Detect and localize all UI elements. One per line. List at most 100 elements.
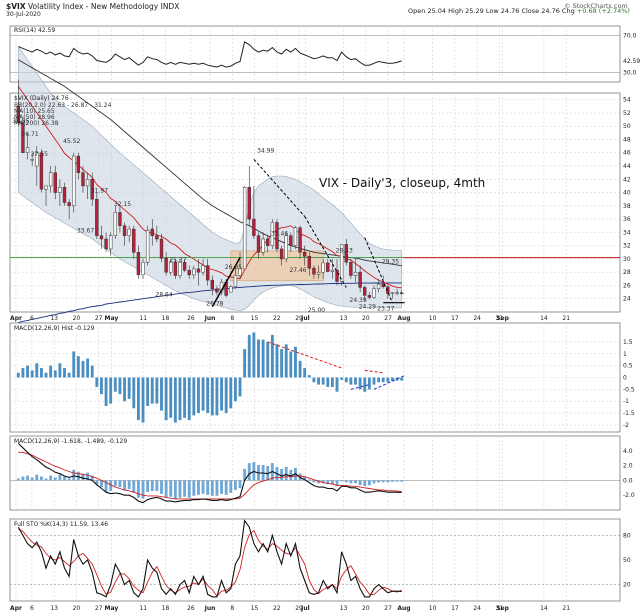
histogram-bar (321, 377, 325, 385)
histogram-bar (169, 377, 173, 418)
chart-date: 30-Jul-2020 (6, 11, 41, 18)
sto-x-label-19: 10 (429, 605, 437, 612)
macd-bar (183, 480, 187, 497)
candle (85, 179, 90, 187)
macd-hist-tick-4: -0.5 (623, 386, 635, 393)
x-label-0: Apr (10, 315, 22, 322)
macd-bar (100, 480, 103, 488)
macd-bar (26, 475, 29, 481)
macd-hist-tick-0: 1.5 (623, 339, 633, 346)
histogram-bar (354, 377, 357, 385)
macd-hist-tick-1: 1 (623, 351, 627, 358)
macd-bar (215, 480, 219, 496)
candle (303, 252, 307, 257)
macd-bar (229, 480, 233, 493)
price-tick-8: 38 (623, 203, 631, 210)
price-tick-6: 42 (623, 176, 631, 183)
sto-x-label-22: 31 (496, 605, 504, 612)
macd-hist-tick-5: -1 (623, 398, 629, 405)
histogram-bar (164, 377, 168, 421)
price-label-5: 31.97 (91, 188, 108, 195)
macd-bar (192, 480, 196, 496)
macd-signal-line (18, 451, 402, 500)
price-tick-10: 34 (623, 229, 631, 236)
x-label-13: 29 (295, 315, 303, 322)
macd-hist-tick-3: 0 (623, 375, 627, 382)
sto-x-label-24: 14 (540, 605, 548, 612)
histogram-bar (53, 370, 57, 378)
price-label-12: 26.85 (225, 264, 242, 271)
candle (25, 147, 30, 153)
histogram-bar (81, 360, 85, 378)
histogram-bar (363, 377, 367, 392)
macd-bar (76, 471, 80, 481)
hist-divergence-red-2 (364, 369, 384, 374)
macd-bar (136, 480, 140, 498)
histogram-bar (197, 377, 200, 414)
macd-bar (381, 480, 385, 483)
histogram-bar (192, 377, 196, 416)
histogram-bar (35, 363, 39, 378)
candle (113, 212, 117, 236)
macd-bar (150, 480, 154, 491)
sto-x-label-14: Jul (300, 605, 310, 612)
downtrend-line-3 (364, 237, 393, 303)
macd-bar (312, 480, 316, 483)
macd-bar (63, 476, 66, 481)
sto-x-label-3: 20 (73, 605, 81, 612)
histogram-bar (298, 360, 302, 378)
macd-bar (16, 478, 20, 481)
sto-x-label-13: 29 (295, 605, 303, 612)
candle (326, 262, 330, 272)
candle (363, 287, 367, 296)
sto-x-label-17: 27 (384, 605, 392, 612)
candle (178, 261, 182, 276)
macd-bar (127, 480, 131, 490)
histogram-bar (247, 334, 251, 378)
candle (99, 235, 104, 240)
sto-title: Full STO %K(14,3) 11.59, 13.46 (14, 521, 108, 528)
candle (367, 295, 372, 298)
histogram-bar (238, 377, 242, 397)
histogram-bar (150, 377, 154, 404)
histogram-bar (358, 377, 362, 390)
macd-bar (243, 468, 247, 481)
macd-bar (326, 480, 330, 485)
sto-panel (9, 518, 621, 602)
histogram-bar (275, 344, 279, 378)
histogram-bar (63, 368, 66, 378)
candle (400, 292, 404, 294)
close-value: 24.76 (541, 7, 560, 15)
sto-x-label-8: 26 (187, 605, 195, 612)
x-label-8: 26 (187, 315, 195, 322)
x-label-16: 20 (362, 315, 370, 322)
candle (127, 228, 131, 236)
macd-tick-0: 4.0 (623, 448, 633, 455)
histogram-bar (386, 377, 390, 383)
rsi-tick-30: 30.0 (623, 70, 637, 77)
candle (261, 238, 265, 253)
legend-item-3: MA(200) 26.38 (14, 120, 59, 127)
histogram-bar (317, 377, 320, 385)
macd-bar (160, 480, 163, 494)
downtrend-line-2 (304, 216, 347, 288)
rsi-tick-70: 70.0 (623, 32, 637, 39)
histogram-bar (330, 377, 334, 387)
sto-x-label-6: 11 (139, 605, 147, 612)
macd-bar (72, 469, 76, 481)
macd-bar (53, 477, 57, 481)
x-label-15: 13 (340, 315, 348, 322)
candle (145, 230, 150, 263)
histogram-bar (26, 365, 29, 378)
candle (104, 238, 108, 250)
candle (233, 275, 238, 288)
macd-bar (367, 480, 371, 486)
macd-bar (30, 477, 34, 481)
macd-bar (224, 480, 228, 495)
hist-divergence-red-1 (267, 341, 342, 369)
histogram-bar (155, 377, 159, 404)
histogram-bar (206, 377, 210, 414)
histogram-bar (289, 351, 293, 378)
histogram-bar (67, 372, 71, 378)
histogram-bar (90, 365, 94, 378)
